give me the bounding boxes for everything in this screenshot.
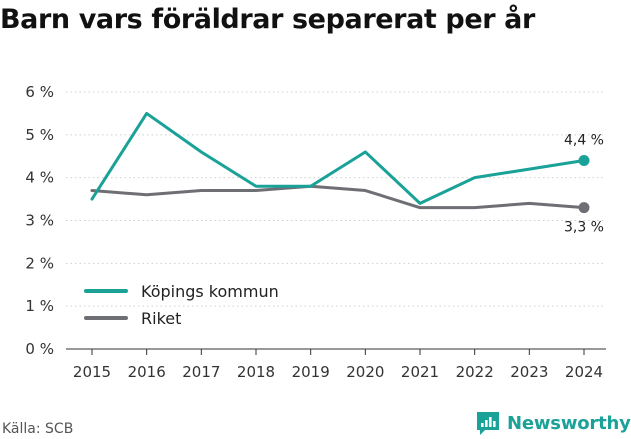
x-tick-label: 2017 bbox=[182, 363, 220, 381]
chart-title: Barn vars föräldrar separerat per år bbox=[0, 4, 535, 35]
x-axis: 2015 2016 2017 2018 2019 2020 2021 2022 2023 2024 bbox=[73, 349, 603, 381]
y-tick-label: 6 % bbox=[25, 83, 54, 101]
y-tick-label: 2 % bbox=[25, 254, 54, 272]
brand-name: Newsworthy bbox=[507, 412, 631, 434]
series-line-1 bbox=[90, 184, 586, 210]
y-tick-label: 4 % bbox=[25, 169, 54, 187]
legend: Köpings kommun Riket bbox=[84, 282, 279, 328]
y-axis-ticks: 0 % 1 % 2 % 3 % 4 % 5 % 6 % bbox=[25, 83, 54, 358]
y-tick-label: 5 % bbox=[25, 126, 54, 144]
y-tick-label: 0 % bbox=[25, 340, 54, 358]
x-tick-label: 2015 bbox=[73, 363, 111, 381]
series-lines: 3,3 % 4,4 % bbox=[90, 111, 604, 236]
y-tick-label: 3 % bbox=[25, 212, 54, 230]
x-tick-label: 2016 bbox=[128, 363, 166, 381]
x-tick-label: 2023 bbox=[510, 363, 548, 381]
x-tick-label: 2022 bbox=[456, 363, 494, 381]
x-tick-label: 2019 bbox=[292, 363, 330, 381]
series-end-point-1 bbox=[578, 202, 590, 214]
newsworthy-logo-icon bbox=[477, 412, 499, 435]
x-tick-label: 2018 bbox=[237, 363, 275, 381]
brand-logo[interactable]: Newsworthy bbox=[475, 408, 631, 438]
legend-label-1: Riket bbox=[141, 309, 181, 328]
series-line-0 bbox=[90, 111, 586, 205]
series-end-label-1: 3,3 % bbox=[564, 220, 604, 236]
grid-lines bbox=[66, 91, 606, 350]
legend-label-0: Köpings kommun bbox=[141, 282, 279, 301]
y-tick-label: 1 % bbox=[25, 297, 54, 315]
series-end-label-0: 4,4 % bbox=[564, 133, 604, 149]
series-end-point-0 bbox=[578, 155, 590, 167]
x-tick-label: 2024 bbox=[565, 363, 603, 381]
x-tick-label: 2020 bbox=[346, 363, 384, 381]
source-note: Källa: SCB bbox=[2, 421, 74, 437]
x-tick-label: 2021 bbox=[401, 363, 439, 381]
